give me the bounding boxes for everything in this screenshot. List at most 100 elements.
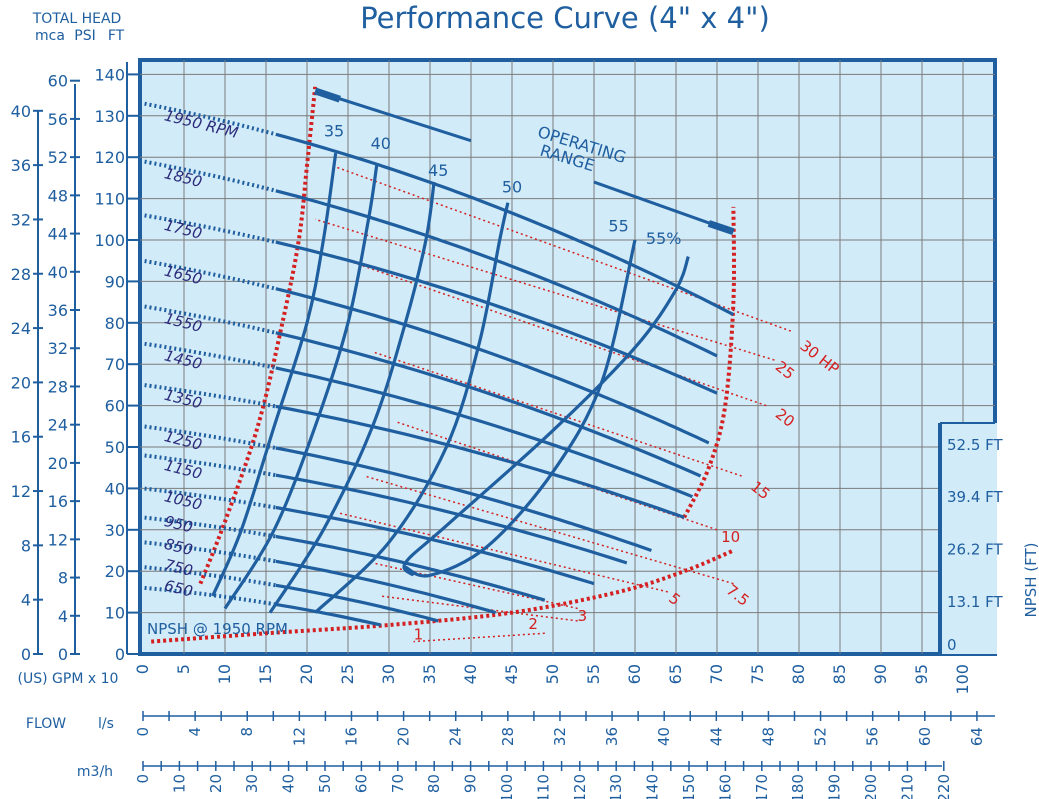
npsh-background — [940, 423, 997, 654]
rpm-curve — [275, 602, 382, 627]
psi-tick-label: 44 — [48, 225, 68, 244]
ls-tick-label: 16 — [342, 727, 360, 746]
min-flow-boundary — [198, 86, 318, 585]
m3h-tick-label: 170 — [753, 774, 771, 799]
ft-tick-label: 110 — [94, 190, 125, 209]
ft-unit-label: FT — [108, 28, 125, 44]
rpm-curve-dotted — [144, 213, 277, 245]
rpm-curve-dotted — [144, 585, 277, 607]
plot-border — [138, 58, 997, 656]
npsh-curve — [151, 548, 735, 644]
chart-title: Performance Curve (4" x 4") — [360, 1, 770, 35]
gpm-tick-label: 65 — [666, 664, 685, 684]
plot-area — [138, 58, 997, 656]
m3h-tick-label: 10 — [170, 774, 188, 793]
npsh-panel: 0 13.1 FT 26.2 FT 39.4 FT 52.5 FT NPSH (FT) — [938, 422, 1039, 654]
gpm-tick-label: 95 — [912, 664, 931, 684]
gpm-tick-label: 40 — [461, 664, 480, 684]
m3h-tick-label: 160 — [716, 774, 734, 799]
gpm-tick-label: 0 — [133, 664, 152, 674]
hp-line — [314, 218, 775, 361]
mca-tick-label: 32 — [11, 210, 31, 229]
hp-label: 1 — [414, 626, 424, 644]
m3h-tick-label: 130 — [607, 774, 625, 799]
mca-tick-label: 40 — [11, 102, 31, 121]
ls-tick-label: 20 — [395, 727, 413, 746]
ft-tick-label: 10 — [105, 604, 125, 623]
gpm-tick-label: 70 — [707, 664, 726, 684]
npsh-axis-label: NPSH (FT) — [1022, 542, 1039, 617]
gpm-tick-label: 45 — [502, 664, 521, 684]
mca-tick-label: 16 — [11, 428, 31, 447]
m3h-tick-label: 20 — [207, 774, 225, 793]
psi-tick-label: 4 — [58, 607, 68, 626]
rpm-curve-dotted — [144, 383, 277, 409]
ft-tick-label: 140 — [94, 65, 125, 84]
psi-tick-label: 60 — [48, 72, 68, 91]
rpm-curve — [275, 366, 694, 499]
rpm-curve — [275, 583, 439, 623]
hp-line — [347, 259, 767, 407]
operating-range-marker-left — [314, 87, 341, 103]
gpm-tick-label: 5 — [174, 664, 193, 674]
m3h-tick-label: 80 — [425, 774, 443, 793]
rpm-curve-dotted — [144, 565, 277, 588]
gpm-tick-label: 85 — [830, 664, 849, 684]
m3h-tick-label: 120 — [571, 774, 589, 799]
ls-tick-label: 44 — [707, 727, 725, 746]
ls-tick-label: 60 — [916, 727, 934, 746]
hp-line — [364, 475, 734, 585]
psi-tick-label: 16 — [48, 492, 68, 511]
mca-tick-label: 12 — [11, 482, 31, 501]
ls-tick-label: 48 — [759, 727, 777, 746]
ls-tick-label: 4 — [186, 727, 204, 737]
m3h-tick-label: 190 — [826, 774, 844, 799]
efficiency-label: 45 — [428, 161, 448, 180]
hp-label: 2 — [528, 615, 538, 633]
ft-tick-label: 130 — [94, 107, 125, 126]
gpm-tick-label: 60 — [625, 664, 644, 684]
m3h-tick-label: 220 — [935, 774, 953, 799]
ls-tick-label: 12 — [290, 727, 308, 746]
rpm-curve-dotted — [144, 453, 277, 478]
gpm-tick-label: 15 — [256, 664, 275, 684]
psi-tick-label: 40 — [48, 263, 68, 282]
efficiency-curve — [404, 239, 637, 578]
mca-tick-label: 4 — [21, 591, 31, 610]
psi-tick-label: 56 — [48, 110, 68, 129]
efficiency-curve — [314, 202, 510, 614]
operating-range-line-left — [314, 89, 472, 143]
m3h-tick-label: 90 — [462, 774, 480, 793]
efficiency-curve — [402, 256, 690, 577]
m3h-tick-label: 210 — [898, 774, 916, 799]
m3h-tick-label: 200 — [862, 774, 880, 799]
psi-tick-label: 28 — [48, 377, 68, 396]
rpm-curve-dotted — [144, 515, 277, 539]
ls-tick-label: 28 — [499, 727, 517, 746]
rpm-curve — [275, 534, 546, 602]
efficiency-label: 55 — [608, 217, 628, 236]
efficiency-label: 55% — [646, 229, 682, 248]
psi-tick-label: 8 — [58, 569, 68, 588]
ls-tick-label: 36 — [603, 727, 621, 746]
rpm-curve-dotted — [144, 540, 277, 564]
ft-tick-label: 20 — [105, 562, 125, 581]
rpm-curve-dotted — [144, 159, 277, 193]
gpm-tick-label: 75 — [748, 664, 767, 684]
ft-tick-label: 50 — [105, 438, 125, 457]
mca-tick-label: 28 — [11, 265, 31, 284]
gpm-unit-label: (US) GPM x 10 — [18, 671, 119, 687]
rpm-curve-dotted — [144, 101, 277, 137]
rpm-curve-dotted — [144, 424, 277, 450]
ft-tick-label: 40 — [105, 479, 125, 498]
efficiency-label: 35 — [324, 122, 344, 141]
gpm-tick-label: 90 — [871, 664, 890, 684]
ft-tick-label: 120 — [94, 148, 125, 167]
psi-tick-label: 48 — [48, 186, 68, 205]
m3h-unit-label: m3/h — [77, 764, 113, 780]
mca-unit-label: mca — [35, 28, 65, 44]
gpm-tick-label: 50 — [543, 664, 562, 684]
m3h-tick-label: 150 — [680, 774, 698, 799]
rpm-curve-dotted — [144, 259, 277, 291]
